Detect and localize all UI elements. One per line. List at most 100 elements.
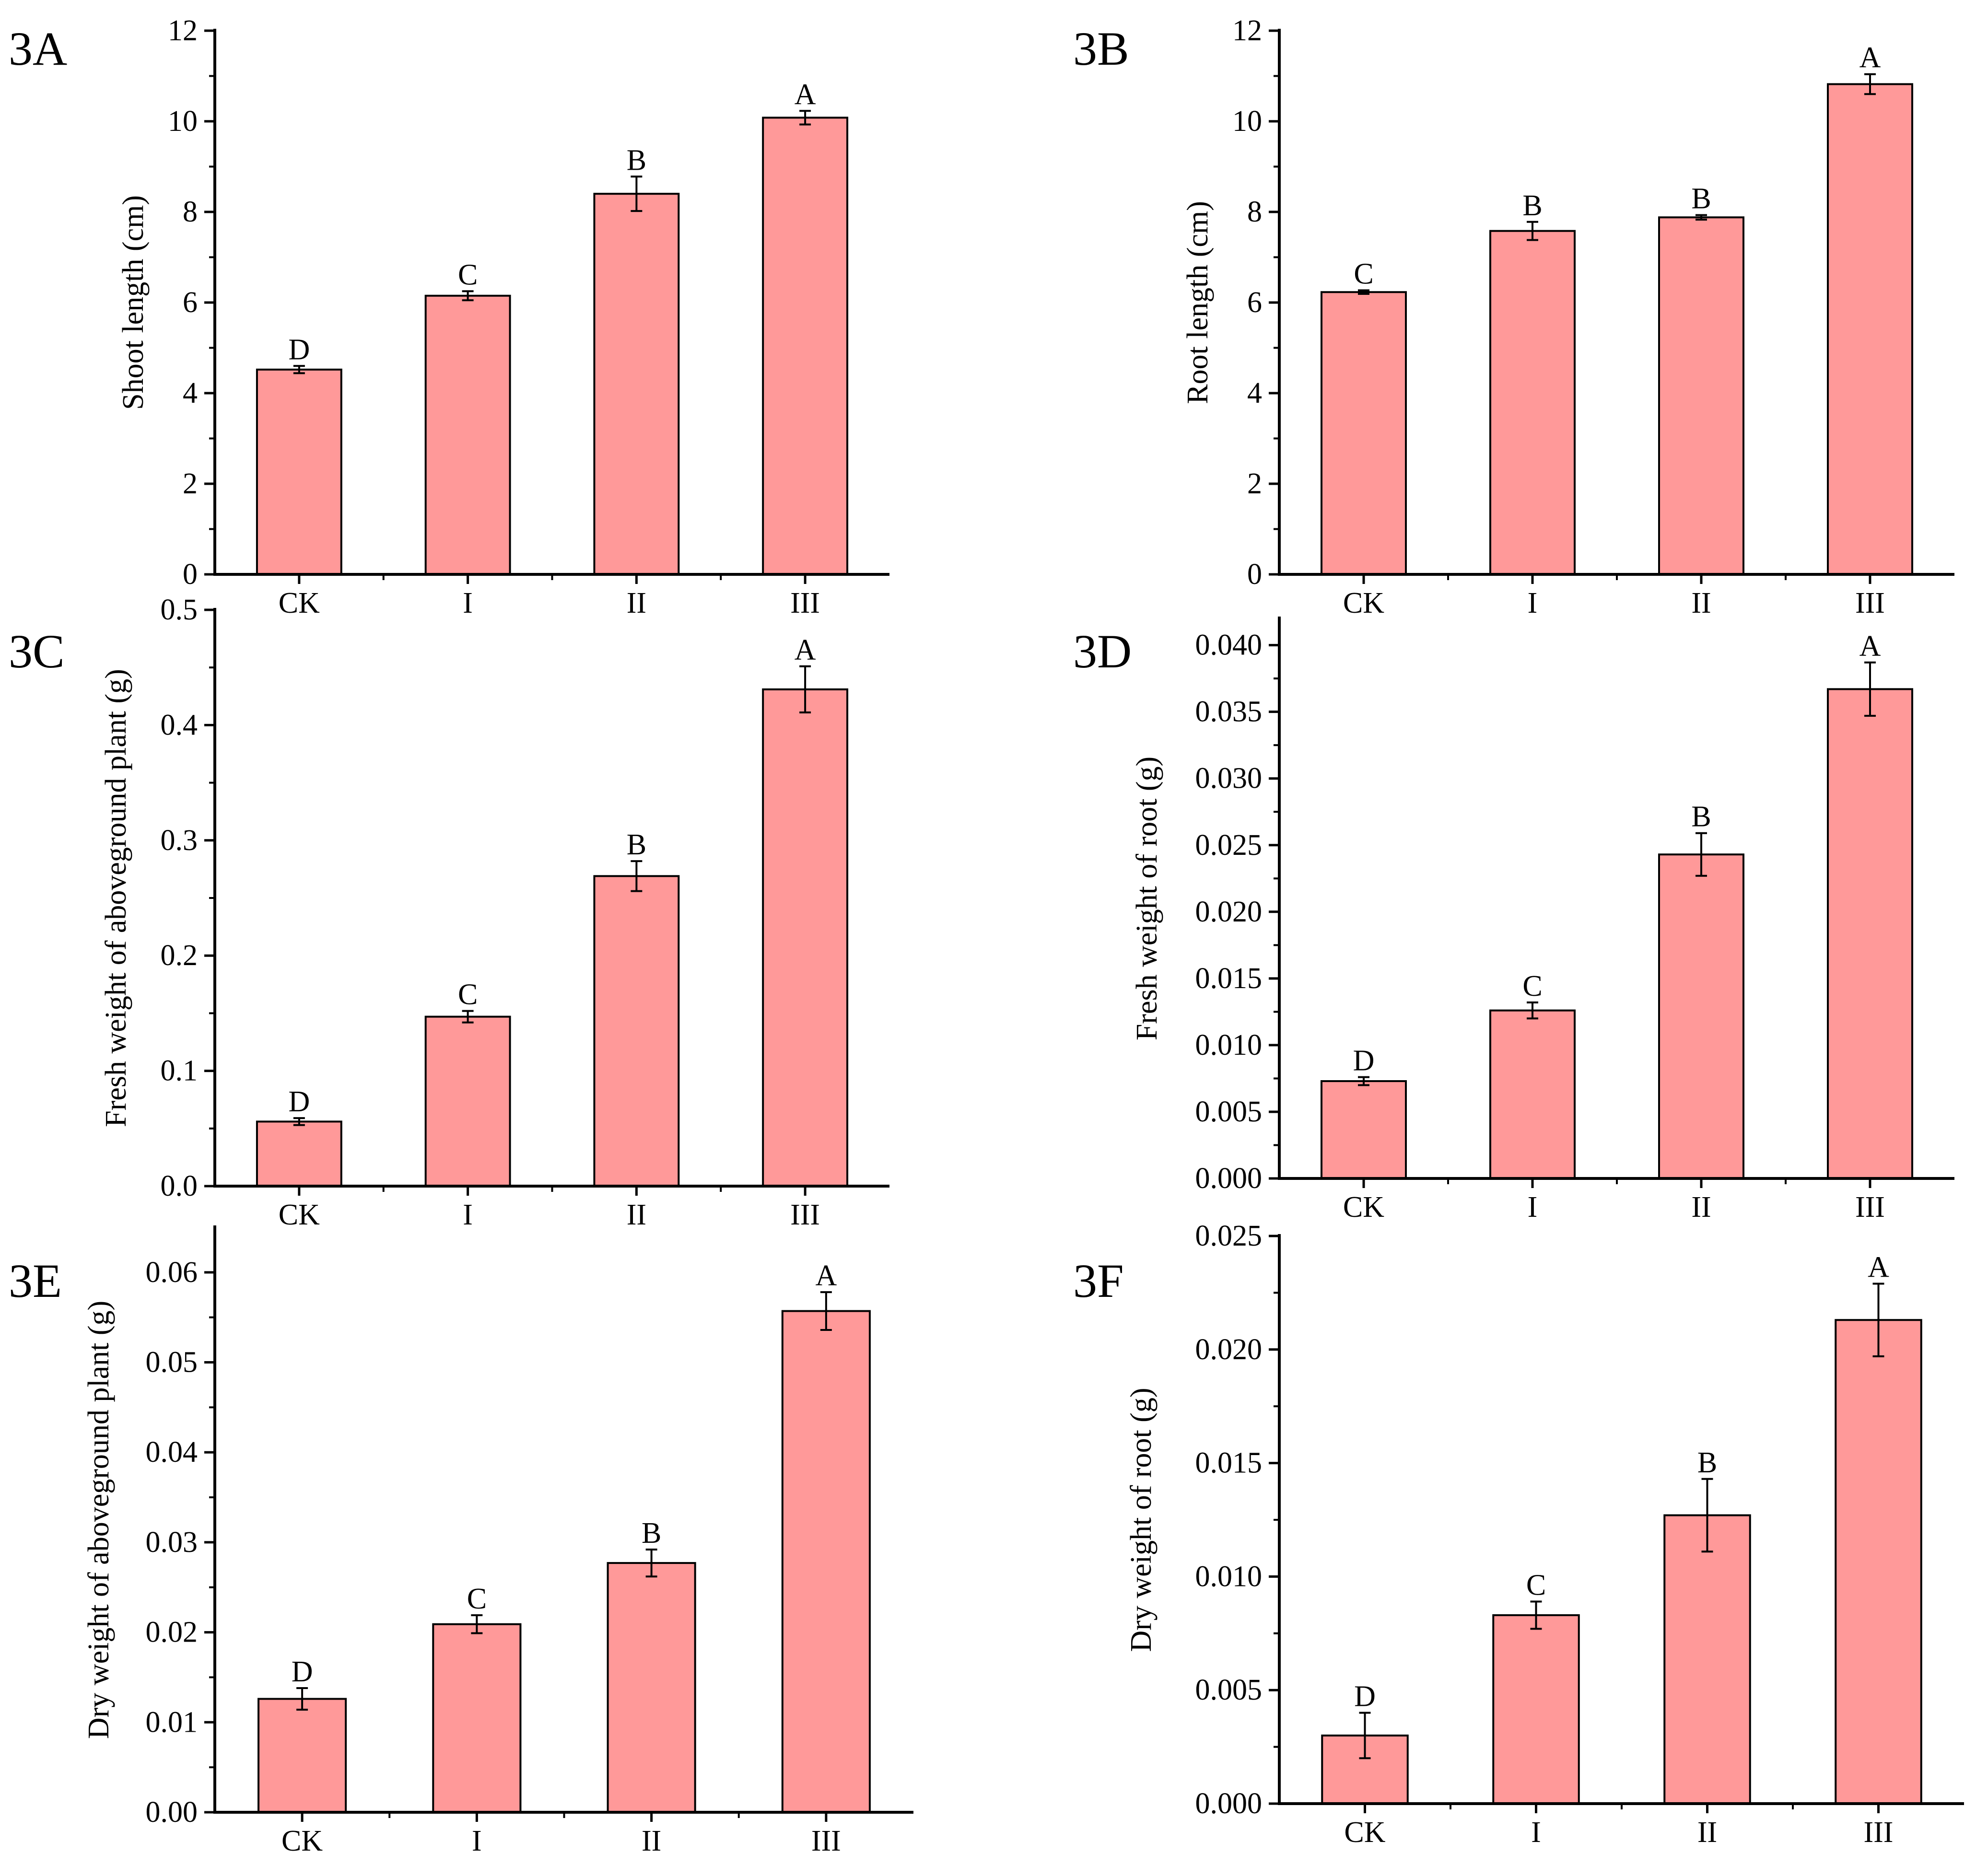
bar-ck (256, 368, 342, 575)
bar-ii (1663, 1514, 1751, 1805)
x-tick-label: CK (1343, 587, 1384, 619)
significance-letter: D (288, 1085, 310, 1118)
bar-ii (593, 193, 680, 575)
y-tick-label: 0.015 (1195, 1447, 1263, 1480)
y-tick-label: 0.2 (161, 939, 198, 972)
significance-letter: B (1691, 183, 1711, 215)
error-bar-iii (1864, 73, 1876, 95)
error-bar-iii (820, 1291, 832, 1331)
x-tick-label: III (790, 1199, 820, 1231)
x-tick-label: CK (1343, 1191, 1384, 1224)
y-tick-label: 12 (1232, 14, 1262, 47)
significance-letter: B (642, 1517, 661, 1550)
error-bar-ii (645, 1548, 657, 1578)
y-tick-label: 2 (183, 467, 198, 500)
bar-iii (762, 117, 849, 575)
significance-letter: C (1526, 1569, 1546, 1601)
x-tick-label: III (1864, 1816, 1894, 1849)
y-axis-label: Dry weight of aboveground plant (g) (82, 1301, 115, 1739)
y-tick-label: 0.000 (1195, 1787, 1263, 1820)
significance-letter: B (1691, 801, 1711, 833)
error-bar-ck (1359, 1712, 1371, 1760)
y-tick-label: 0.010 (1195, 1560, 1263, 1593)
y-axis-label: Dry weight of root (g) (1125, 1388, 1158, 1652)
error-bar-i (462, 290, 474, 302)
x-tick-label: III (811, 1825, 841, 1857)
significance-letter: D (292, 1655, 313, 1688)
significance-letter: D (1353, 1045, 1375, 1077)
y-tick-label: 0.5 (161, 594, 198, 626)
error-bar-ck (1358, 1076, 1369, 1086)
y-tick-label: 4 (1247, 377, 1262, 409)
bar-i (1489, 230, 1576, 575)
y-tick-label: 0.005 (1195, 1096, 1263, 1128)
y-tick-label: 0.030 (1195, 762, 1263, 795)
panel-label: 3C (9, 625, 65, 678)
bar-i (424, 294, 511, 575)
bar-i (424, 1015, 511, 1188)
error-bar-ii (631, 175, 643, 212)
x-tick-label: II (627, 1199, 646, 1231)
significance-letter: A (795, 78, 816, 111)
bar-ii (607, 1562, 696, 1813)
y-tick-label: 8 (183, 196, 198, 228)
y-tick-label: 0.02 (146, 1616, 198, 1649)
error-bar-ii (631, 860, 643, 892)
y-tick-label: 0.00 (146, 1796, 198, 1829)
error-bar-iii (1872, 1282, 1884, 1358)
y-tick-label: 0.1 (161, 1055, 198, 1087)
significance-letter: B (1522, 189, 1542, 222)
significance-letter: A (815, 1259, 837, 1292)
x-tick-label: III (1855, 1191, 1885, 1224)
x-tick-label: III (1855, 587, 1885, 619)
bar-ii (1658, 216, 1744, 575)
y-tick-label: 0.040 (1195, 629, 1263, 662)
significance-letter: A (795, 634, 816, 666)
y-tick-label: 0.020 (1195, 1333, 1263, 1366)
error-bar-ck (293, 365, 305, 374)
y-tick-label: 0.03 (146, 1526, 198, 1559)
y-axis-label: Shoot length (cm) (117, 195, 150, 410)
significance-letter: B (627, 144, 646, 176)
error-bar-iii (1864, 661, 1876, 717)
error-bar-i (471, 1614, 483, 1634)
y-tick-label: 0 (1247, 558, 1262, 591)
bar-ck (1321, 1080, 1407, 1179)
significance-letter: C (458, 979, 478, 1011)
bar-i (432, 1623, 522, 1814)
y-tick-label: 0 (183, 558, 198, 591)
y-tick-label: 0.0 (161, 1170, 198, 1202)
y-tick-label: 0.020 (1195, 896, 1263, 928)
bar-ii (1658, 853, 1744, 1179)
error-bar-ck (293, 1117, 305, 1126)
y-tick-label: 10 (168, 105, 198, 138)
error-bar-iii (799, 665, 811, 713)
significance-letter: B (1697, 1446, 1717, 1479)
x-tick-label: I (1528, 587, 1538, 619)
error-bar-ii (1696, 214, 1707, 221)
x-tick-label: II (627, 587, 646, 619)
x-tick-label: I (1528, 1191, 1538, 1224)
y-tick-label: 0.05 (146, 1346, 198, 1379)
error-bar-ii (1701, 1478, 1713, 1553)
bar-ck (257, 1698, 347, 1814)
x-tick-label: CK (1344, 1816, 1385, 1849)
error-bar-i (1527, 221, 1538, 241)
significance-letter: A (1859, 42, 1881, 74)
error-bar-ck (1358, 289, 1369, 295)
significance-letter: C (458, 258, 478, 291)
significance-letter: A (1868, 1251, 1889, 1283)
panel-label: 3D (1073, 625, 1132, 678)
y-tick-label: 10 (1232, 105, 1262, 138)
y-tick-label: 12 (168, 14, 198, 47)
error-bar-i (1527, 1001, 1538, 1020)
significance-letter: C (1354, 257, 1373, 290)
y-tick-label: 6 (1247, 286, 1262, 319)
x-tick-label: I (463, 1199, 473, 1231)
x-tick-label: I (463, 587, 473, 619)
